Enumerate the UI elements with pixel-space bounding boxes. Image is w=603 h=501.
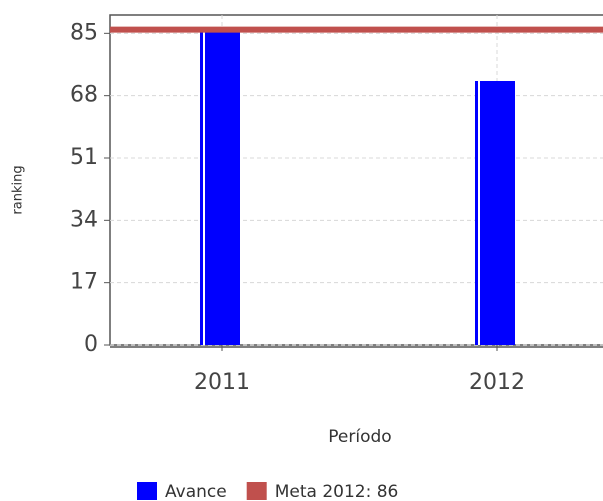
x-tick-label: 2012: [469, 370, 525, 395]
bar: [475, 81, 515, 345]
x-tick-label: 2011: [194, 370, 250, 395]
y-tick-label: 51: [70, 145, 98, 170]
x-axis-label: Período: [328, 427, 391, 447]
y-tick-label: 17: [70, 270, 98, 295]
plot-area: [109, 14, 603, 346]
y-tick-label: 34: [70, 207, 98, 232]
y-tick-label: 0: [84, 332, 98, 357]
y-axis-label: ranking: [11, 165, 26, 214]
legend-swatch: [137, 482, 157, 500]
y-tick-label: 68: [70, 83, 98, 108]
y-tick-label: 85: [70, 20, 98, 45]
bar: [200, 29, 240, 346]
legend-label: Avance: [165, 482, 227, 501]
legend-swatch: [246, 482, 267, 500]
legend-label: Meta 2012: 86: [275, 482, 399, 501]
